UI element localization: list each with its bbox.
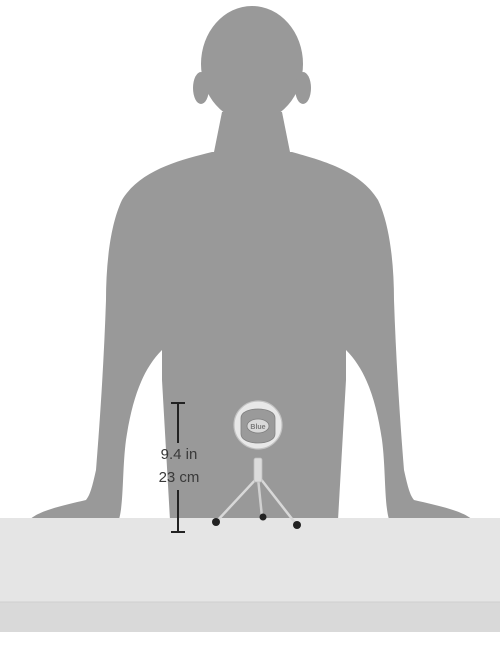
height-inches-label: 9.4 in: [160, 446, 198, 463]
table: [0, 518, 500, 632]
person-silhouette: [28, 6, 474, 527]
table-top: [0, 518, 500, 602]
microphone: Blue: [212, 400, 301, 529]
table-front: [0, 602, 500, 632]
microphone-badge: [246, 418, 270, 434]
microphone-logo: Blue: [250, 424, 265, 431]
height-centimeters-label: 23 cm: [158, 469, 200, 486]
height-dimension-marker: [171, 402, 185, 533]
